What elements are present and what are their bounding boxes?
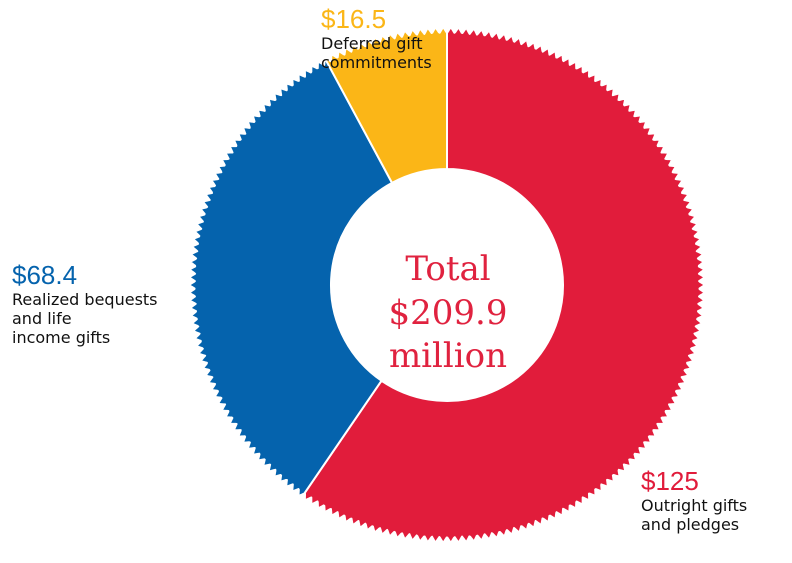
slice-desc-line: and life xyxy=(12,309,72,329)
slice-desc-line: and pledges xyxy=(641,515,740,535)
total-label-line: Total xyxy=(405,249,491,289)
total-value: $209.9 xyxy=(388,292,508,333)
slice-label-outright-gifts: $125 Outright gifts and pledges xyxy=(641,468,747,534)
donut-slices xyxy=(188,26,706,544)
slice-desc-line: Realized bequests xyxy=(12,290,158,309)
slice-value-realized-bequests: $68.4 xyxy=(12,260,78,290)
slice-label-deferred-gifts: $16.5 Deferred gift commitments xyxy=(321,6,432,72)
slice-desc-line: commitments xyxy=(321,53,432,73)
total-unit: million xyxy=(388,336,508,377)
total-label: Total $209.9 million xyxy=(336,248,560,379)
pie-slice-2 xyxy=(323,26,448,184)
slice-value-outright-gifts: $125 xyxy=(641,466,699,496)
pie-slice-1 xyxy=(188,56,394,497)
slice-desc-line: income gifts xyxy=(12,328,111,348)
slice-value-deferred-gifts: $16.5 xyxy=(321,4,387,34)
slice-desc-line: Outright gifts xyxy=(641,496,748,515)
pie-slice-0 xyxy=(303,26,706,544)
slice-desc-line: Deferred gift xyxy=(321,34,423,53)
slice-label-realized-bequests: $68.4 Realized bequests and life income … xyxy=(12,262,158,348)
donut-center-hole xyxy=(331,169,563,401)
